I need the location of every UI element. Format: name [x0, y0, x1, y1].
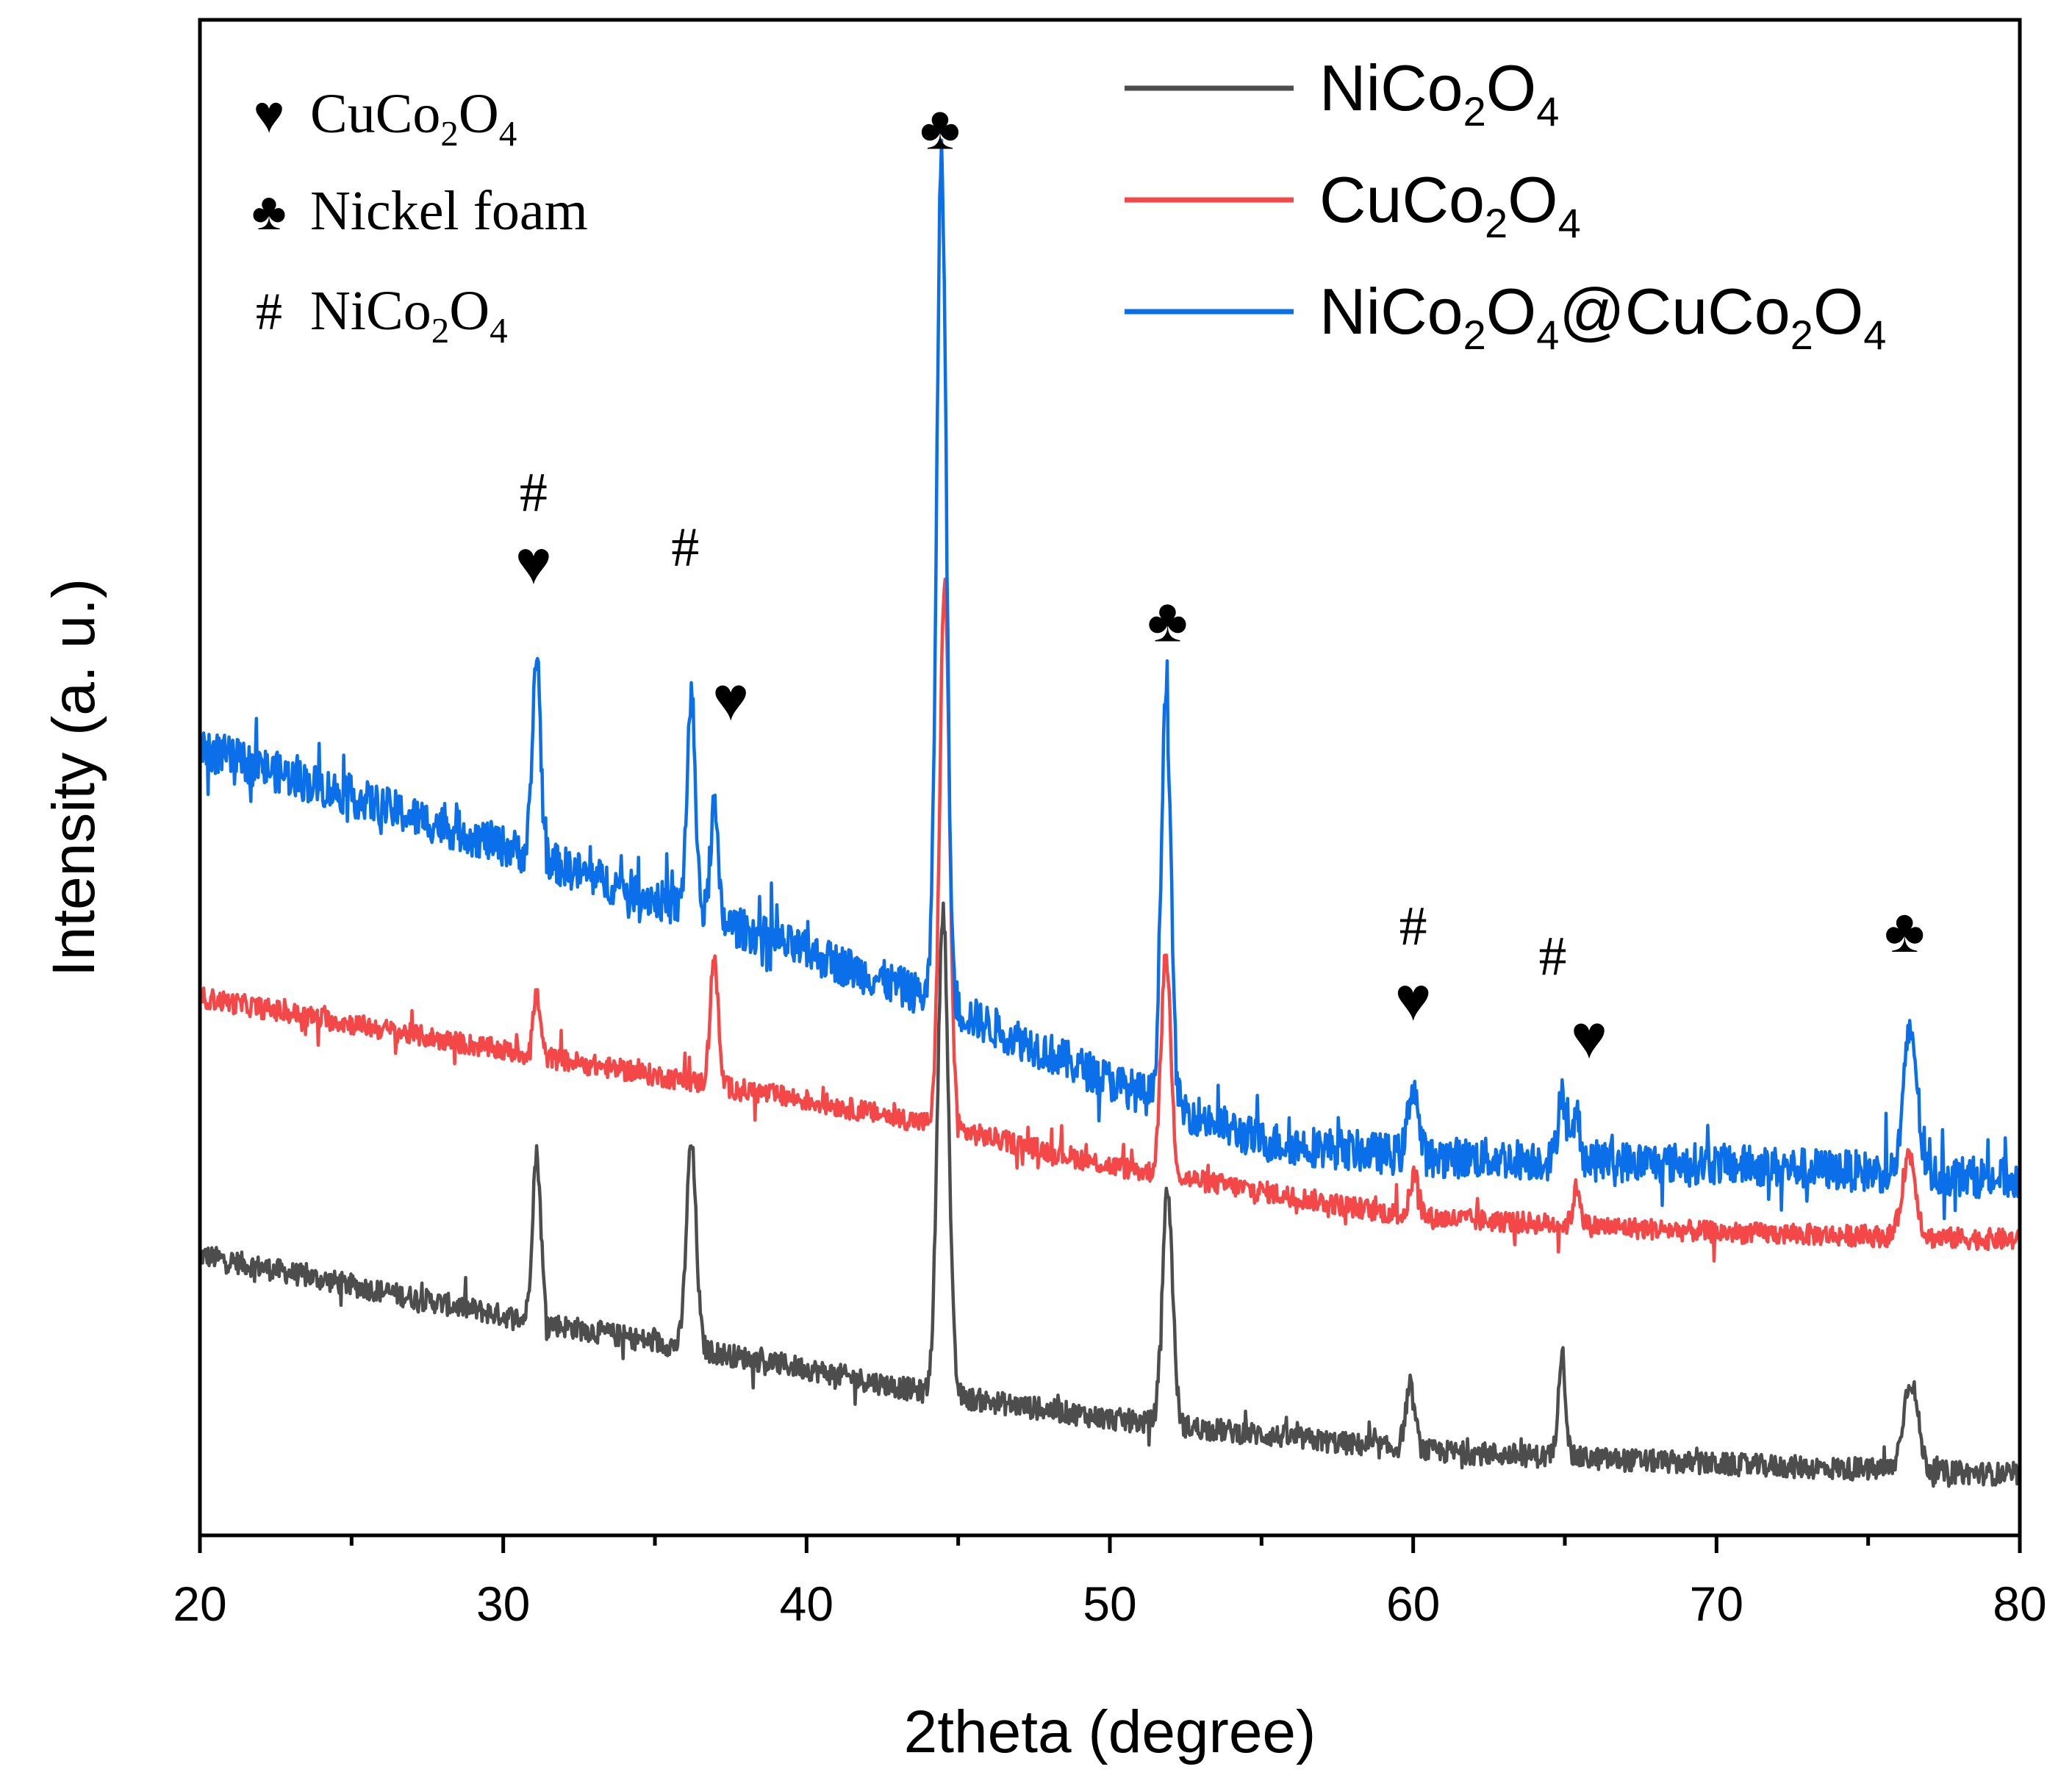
label-part: CuCo [1319, 163, 1485, 236]
label-part: 2 [431, 310, 450, 351]
label-part: 4 [1536, 312, 1559, 358]
label-part: 2 [1485, 200, 1508, 246]
peak-annotations: #♥ #♥♣♣#♥#♥♣ [515, 94, 1925, 1072]
x-tick-label: 40 [780, 1577, 834, 1631]
label-part: 4 [1558, 200, 1581, 246]
label-part: CuCo [310, 83, 440, 145]
label-part: O [459, 83, 499, 145]
series-line-0 [198, 901, 2022, 1488]
marker-key: ♥ CuCo2O4♣ Nickel foam# NiCo2O4 [251, 83, 587, 351]
x-tick-label: 70 [1690, 1577, 1743, 1631]
x-tick-label: 50 [1083, 1577, 1136, 1631]
label-part: 4 [1863, 312, 1886, 358]
peak-annotation: ♥ [1571, 1003, 1607, 1072]
label-part: Nickel foam [310, 180, 588, 242]
peak-annotation: ♣ [1147, 587, 1188, 655]
peak-annotation: ♣ [1885, 897, 1925, 966]
x-axis-ticks: 20 30 40 50 60 70 80 [173, 1535, 2047, 1631]
label-part: 2 [440, 113, 459, 154]
x-axis-label: 2theta (degree) [904, 1699, 1316, 1765]
legend-label-2: NiCo2O4@CuCo2O4 [1319, 275, 1886, 358]
peak-annotation: # [520, 462, 548, 523]
x-tick-label: 20 [173, 1577, 226, 1631]
peak-annotation: # [1399, 895, 1427, 957]
peak-annotation: # [1538, 925, 1566, 987]
label-part: 4 [1536, 88, 1559, 135]
x-tick-label: 80 [1993, 1577, 2046, 1631]
peak-annotation: # [671, 516, 699, 578]
series-layer [198, 138, 2022, 1488]
marker-key-label: CuCo2O4 [310, 83, 517, 154]
marker-key-symbol: ♥ [254, 85, 285, 144]
label-part: O [1813, 275, 1863, 348]
label-part: @CuCo [1559, 275, 1790, 348]
marker-key-label: Nickel foam [310, 180, 588, 242]
legend-label-1: CuCo2O4 [1319, 163, 1581, 246]
peak-annotation: ♥ [1395, 966, 1432, 1034]
label-part: NiCo [310, 280, 431, 342]
peak-annotation: ♥ [515, 529, 552, 598]
label-part: O [1508, 163, 1557, 236]
label-part: 2 [1463, 88, 1486, 135]
label-part: O [449, 280, 490, 342]
y-axis-label: Intensity (a. u.) [40, 578, 107, 977]
label-part: O [1486, 51, 1536, 124]
peak-annotation: ♥ [712, 666, 749, 734]
marker-key-symbol: ♣ [251, 182, 286, 241]
marker-key-label: NiCo2O4 [310, 280, 508, 351]
label-part: NiCo [1319, 51, 1463, 124]
label-part: 4 [499, 113, 517, 154]
label-part: 2 [1463, 312, 1486, 358]
label-part: NiCo [1319, 275, 1463, 348]
label-part: 2 [1790, 312, 1813, 358]
x-tick-label: 30 [476, 1577, 530, 1631]
peak-annotation: ♣ [920, 94, 960, 162]
legend-label-0: NiCo2O4 [1319, 51, 1559, 135]
series-line-1 [198, 577, 2022, 1263]
marker-key-symbol: # [256, 282, 282, 341]
label-part: 4 [490, 310, 508, 351]
label-part: O [1486, 275, 1536, 348]
x-tick-label: 60 [1386, 1577, 1440, 1631]
series-line-2 [198, 138, 2022, 1221]
